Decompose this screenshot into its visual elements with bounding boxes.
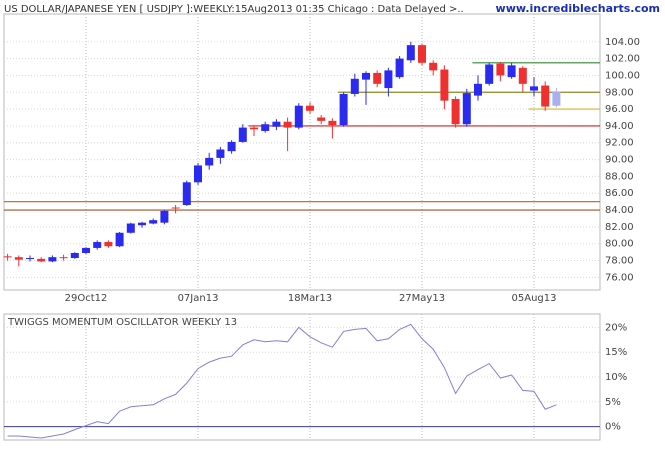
y-tick-label: 80.00: [605, 239, 634, 250]
candle-body: [115, 232, 124, 247]
y-tick-label: 100.00: [605, 70, 640, 81]
y-tick-label: 88.00: [605, 171, 634, 182]
candle-body: [26, 258, 34, 260]
source: www.incrediblecharts.com: [496, 2, 660, 15]
candle-body: [373, 72, 382, 84]
candle-body: [294, 105, 303, 128]
candle-body: [474, 83, 482, 96]
candle-body: [126, 223, 135, 233]
candle-body: [440, 69, 449, 101]
x-tick-label: 07Jan13: [178, 293, 219, 304]
y-tick-label: 10%: [605, 372, 627, 383]
candle-body: [406, 45, 415, 61]
candle-body: [216, 149, 225, 158]
y-tick-label: 82.00: [605, 222, 634, 233]
candle-body: [104, 242, 113, 247]
candle-body: [530, 86, 538, 91]
candle-body: [250, 127, 258, 130]
candle-body: [70, 252, 79, 259]
candle-body: [272, 121, 281, 127]
y-tick-label: 78.00: [605, 256, 634, 267]
candle-body: [205, 157, 214, 166]
oscillator-title: TWIGGS MOMENTUM OSCILLATOR WEEKLY 13: [7, 317, 237, 328]
y-tick-label: 86.00: [605, 188, 634, 199]
candle-body: [395, 58, 404, 78]
candle-body: [171, 207, 180, 209]
candle-body: [149, 220, 158, 224]
y-tick-label: 90.00: [605, 155, 634, 166]
oscillator-line: [7, 323, 557, 439]
candle-body: [283, 121, 292, 128]
candle-body: [14, 257, 23, 260]
candle-body: [317, 117, 326, 121]
candle-body: [541, 85, 550, 107]
x-tick-label: 05Aug13: [512, 293, 557, 304]
y-tick-label: 20%: [605, 322, 627, 333]
candle-body: [160, 210, 169, 223]
candle-body: [82, 247, 90, 253]
y-tick-label: 84.00: [605, 205, 634, 216]
y-tick-label: 102.00: [605, 54, 640, 65]
candle-body: [362, 72, 370, 80]
candle-body: [328, 120, 337, 126]
candle-body: [93, 242, 102, 248]
price-frame: [3, 13, 601, 291]
candle-body: [462, 93, 471, 125]
candle-body: [59, 257, 68, 259]
candle-body: [138, 222, 146, 226]
y-tick-label: 94.00: [605, 121, 634, 132]
candle-body: [48, 257, 57, 262]
y-tick-label: 98.00: [605, 87, 634, 98]
candle-body: [507, 65, 516, 78]
candle-body: [418, 45, 426, 63]
y-tick-label: 96.00: [605, 104, 634, 115]
candle-body: [384, 70, 393, 89]
candle-body: [3, 256, 12, 258]
y-tick-label: 104.00: [605, 37, 640, 48]
candle-body: [306, 105, 314, 111]
candle-body: [552, 91, 561, 106]
candle-body: [350, 78, 359, 94]
candle-body: [182, 182, 191, 206]
y-tick-label: 5%: [605, 397, 621, 408]
candle-body: [261, 124, 270, 131]
y-tick-label: 0%: [605, 422, 621, 433]
y-tick-label: 76.00: [605, 272, 634, 283]
candle-body: [194, 165, 202, 183]
candle-body: [227, 141, 236, 152]
candle-body: [485, 64, 494, 84]
candle-body: [37, 258, 46, 262]
candle-body: [339, 93, 348, 126]
candle-body: [429, 62, 438, 71]
y-tick-label: 92.00: [605, 138, 634, 149]
x-tick-label: 18Mar13: [288, 293, 332, 304]
x-tick-label: 27May13: [399, 293, 445, 304]
y-tick-label: 15%: [605, 347, 627, 358]
candle-body: [496, 63, 505, 76]
x-tick-label: 29Oct12: [65, 293, 108, 304]
candle-body: [451, 98, 460, 125]
candle-body: [518, 67, 527, 84]
candle-body: [238, 127, 247, 142]
chart-title: US DOLLAR/JAPANESE YEN [ USDJPY ]:WEEKLY…: [4, 4, 464, 15]
